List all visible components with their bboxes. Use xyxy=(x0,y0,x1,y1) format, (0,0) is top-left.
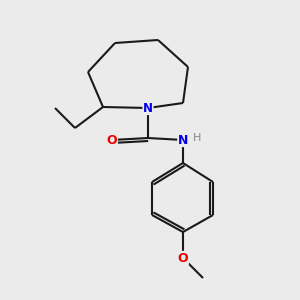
Text: H: H xyxy=(193,133,201,142)
Text: N: N xyxy=(178,134,188,146)
Text: N: N xyxy=(143,101,153,115)
Text: O: O xyxy=(107,134,117,146)
Text: O: O xyxy=(178,251,188,265)
